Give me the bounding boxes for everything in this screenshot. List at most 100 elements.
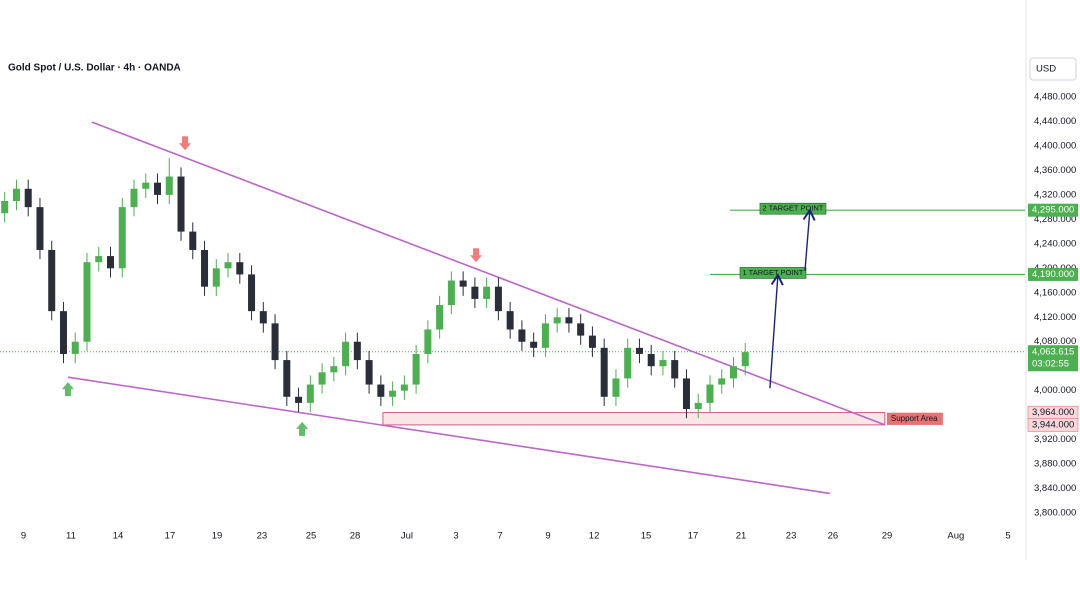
x-tick-label: 14 <box>113 531 124 542</box>
y-tick-label: 3,920.000 <box>1034 434 1076 445</box>
price-label: 3,964.000 <box>1032 407 1074 418</box>
candle-body <box>718 378 726 385</box>
y-tick-label: 3,880.000 <box>1034 459 1076 470</box>
y-tick-label: 4,480.000 <box>1034 92 1076 103</box>
currency-box[interactable] <box>1029 57 1077 81</box>
candle-body <box>330 366 338 373</box>
x-tick-label: 3 <box>453 531 458 542</box>
x-tick-label: 15 <box>641 531 652 542</box>
support-zone <box>382 412 886 426</box>
price-label: 4,063.615 <box>1032 346 1074 357</box>
candle-body <box>612 378 620 397</box>
y-tick-label: 3,800.000 <box>1034 508 1076 519</box>
candle-body <box>365 360 373 385</box>
candle-body <box>177 176 185 232</box>
x-tick-label: 28 <box>350 531 361 542</box>
candle-body <box>483 286 491 299</box>
candle-body <box>1 201 9 214</box>
x-tick-label: 19 <box>212 531 223 542</box>
x-tick-label: 7 <box>497 531 502 542</box>
price-label-box <box>1028 345 1078 372</box>
candle-body <box>400 384 408 391</box>
candle-body <box>154 182 162 195</box>
x-tick-label: Aug <box>947 531 964 542</box>
candle-body <box>494 286 502 312</box>
y-tick-label: 4,160.000 <box>1034 287 1076 298</box>
candle-body <box>118 207 126 269</box>
signal-arrow <box>470 248 483 263</box>
candle-body <box>600 347 608 397</box>
candle-body <box>553 317 561 324</box>
y-tick-label: 4,400.000 <box>1034 140 1076 151</box>
target-label-box <box>759 202 827 215</box>
candle-body <box>729 366 737 379</box>
countdown: 03:02:55 <box>1032 358 1069 369</box>
signal-arrow <box>296 421 309 436</box>
x-tick-label: 9 <box>21 531 26 542</box>
x-tick-label: 23 <box>786 531 797 542</box>
candle-body <box>59 311 67 354</box>
y-tick-label: 4,080.000 <box>1034 336 1076 347</box>
candle-body <box>224 262 232 269</box>
candle-body <box>201 249 209 287</box>
x-tick-label: 5 <box>1005 531 1010 542</box>
y-tick-label: 4,320.000 <box>1034 189 1076 200</box>
candle-body <box>130 188 138 208</box>
candle-body <box>389 390 397 397</box>
candle-body <box>353 341 361 361</box>
candle-body <box>424 329 432 354</box>
zone-label-box <box>886 412 943 425</box>
target-label: 1 TARGET POINT <box>743 268 804 277</box>
candle-body <box>283 360 291 397</box>
target-label: 2 TARGET POINT <box>763 204 824 213</box>
candle-body <box>694 402 702 410</box>
candle-body <box>565 317 573 324</box>
candle-body <box>95 256 103 263</box>
price-label-box <box>1027 418 1079 432</box>
candle-body <box>259 311 267 324</box>
candle-body <box>377 384 385 397</box>
candle-body <box>506 311 514 330</box>
target-arrow <box>802 208 816 271</box>
price-label-box <box>1028 267 1078 281</box>
candle-body <box>318 372 326 385</box>
x-tick-label: 17 <box>688 531 699 542</box>
y-tick-label: 4,280.000 <box>1034 214 1076 225</box>
candle-body <box>447 280 455 306</box>
currency: USD <box>1036 64 1056 75</box>
candle-body <box>165 176 173 195</box>
x-tick-label: 9 <box>545 531 550 542</box>
candle-body <box>659 360 667 367</box>
price-label-box <box>1028 203 1078 217</box>
candle-body <box>12 188 20 202</box>
candle-body <box>106 256 114 269</box>
candle-body <box>459 280 467 287</box>
candle-body <box>236 262 244 275</box>
y-tick-label: 3,840.000 <box>1034 483 1076 494</box>
candle-body <box>24 188 32 208</box>
candle-body <box>142 182 150 189</box>
candle-body <box>248 274 256 312</box>
x-tick-label: 25 <box>306 531 317 542</box>
signal-arrow <box>61 382 74 397</box>
candle-body <box>624 347 632 379</box>
candle-body <box>471 286 479 299</box>
x-tick-label: 17 <box>165 531 176 542</box>
candle-body <box>212 268 220 287</box>
price-label: 4,295.000 <box>1032 205 1074 216</box>
target-arrow <box>769 273 784 389</box>
y-tick-label: 4,360.000 <box>1034 165 1076 176</box>
candle-body <box>682 378 690 410</box>
price-label: 4,190.000 <box>1032 269 1074 280</box>
zone-label: Support Area <box>891 414 938 423</box>
trend-line <box>67 376 830 495</box>
price-label: 3,944.000 <box>1032 419 1074 430</box>
y-tick-label: 4,240.000 <box>1034 238 1076 249</box>
candle-body <box>647 353 655 367</box>
candle-body <box>530 341 538 348</box>
candle-body <box>518 329 526 342</box>
candle-body <box>541 323 549 348</box>
candle-body <box>635 347 643 354</box>
